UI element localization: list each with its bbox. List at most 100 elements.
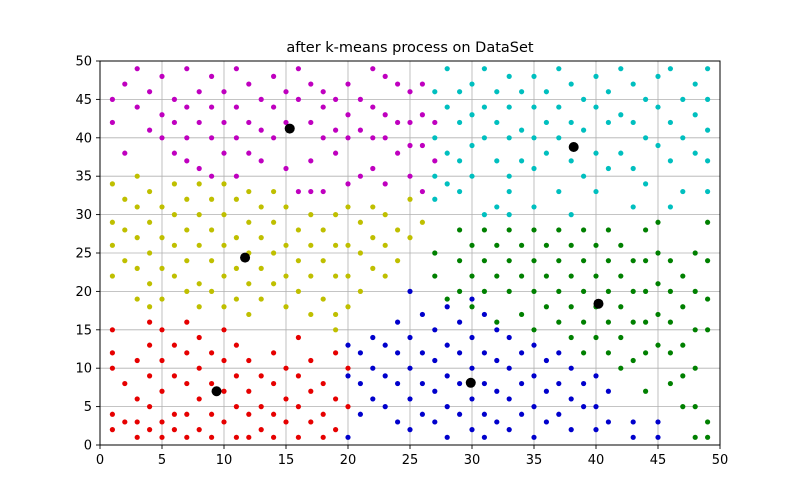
data-point-cluster-blue bbox=[556, 380, 562, 387]
y-axis-ticks: 0 5 10 15 20 25 30 35 40 45 50 bbox=[75, 55, 100, 454]
data-point-cluster-green bbox=[481, 288, 487, 294]
data-point-cluster-cyan bbox=[506, 188, 512, 195]
data-point-cluster-green bbox=[692, 250, 698, 256]
data-point-cluster-green bbox=[469, 242, 475, 248]
data-point-cluster-magenta bbox=[320, 104, 326, 110]
data-point-cluster-blue bbox=[506, 365, 512, 371]
data-point-cluster-blue bbox=[543, 357, 550, 364]
data-point-cluster-cyan bbox=[705, 66, 711, 72]
data-point-cluster-red bbox=[184, 350, 190, 356]
data-point-cluster-blue bbox=[382, 404, 388, 410]
data-point-cluster-green bbox=[692, 404, 698, 410]
data-point-cluster-red bbox=[233, 373, 239, 379]
data-point-cluster-cyan bbox=[680, 188, 686, 195]
data-point-cluster-cyan bbox=[667, 119, 674, 126]
data-point-cluster-yellow bbox=[109, 273, 115, 279]
data-point-cluster-yellow bbox=[109, 219, 115, 225]
data-point-cluster-green bbox=[481, 227, 487, 233]
data-point-cluster-green bbox=[643, 388, 649, 394]
data-point-cluster-yellow bbox=[320, 258, 326, 264]
data-point-cluster-yellow bbox=[308, 273, 314, 279]
data-point-cluster-green bbox=[568, 334, 574, 341]
data-point-cluster-cyan bbox=[593, 73, 599, 79]
data-point-cluster-cyan bbox=[680, 96, 686, 102]
data-point-cluster-red bbox=[233, 434, 239, 440]
data-point-cluster-yellow bbox=[171, 242, 177, 248]
data-point-cluster-yellow bbox=[134, 204, 140, 210]
data-point-cluster-magenta bbox=[233, 104, 239, 110]
data-point-cluster-red bbox=[271, 434, 277, 440]
data-point-cluster-red bbox=[122, 419, 128, 425]
data-point-cluster-cyan bbox=[444, 150, 450, 156]
data-point-cluster-blue bbox=[469, 365, 475, 371]
data-point-cluster-cyan bbox=[481, 135, 487, 141]
data-point-cluster-green bbox=[705, 327, 711, 333]
data-point-cluster-cyan bbox=[469, 81, 475, 87]
data-point-cluster-magenta bbox=[221, 150, 227, 156]
data-point-cluster-magenta bbox=[419, 142, 425, 149]
data-point-cluster-yellow bbox=[308, 242, 314, 248]
data-point-cluster-yellow bbox=[209, 196, 215, 202]
data-point-cluster-magenta bbox=[370, 135, 376, 141]
data-point-cluster-green bbox=[618, 273, 624, 279]
data-point-cluster-green bbox=[581, 288, 587, 294]
data-point-cluster-red bbox=[134, 357, 140, 364]
data-point-cluster-blue bbox=[407, 396, 413, 402]
data-point-cluster-cyan bbox=[568, 158, 574, 164]
data-point-cluster-cyan bbox=[506, 173, 512, 179]
data-point-cluster-magenta bbox=[407, 173, 413, 179]
data-point-cluster-cyan bbox=[494, 158, 500, 164]
data-point-cluster-green bbox=[643, 319, 649, 325]
data-point-cluster-magenta bbox=[308, 81, 314, 87]
data-point-cluster-yellow bbox=[221, 304, 227, 310]
data-point-cluster-cyan bbox=[618, 66, 624, 72]
data-point-cluster-yellow bbox=[159, 204, 165, 210]
data-point-cluster-red bbox=[134, 434, 140, 440]
data-point-cluster-green bbox=[506, 288, 512, 294]
data-point-cluster-yellow bbox=[258, 265, 264, 271]
data-point-cluster-magenta bbox=[333, 127, 339, 133]
data-point-cluster-magenta bbox=[159, 135, 165, 141]
data-point-cluster-magenta bbox=[283, 165, 289, 172]
data-point-cluster-cyan bbox=[432, 196, 438, 202]
data-point-cluster-red bbox=[171, 373, 177, 379]
data-point-cluster-blue bbox=[593, 404, 599, 410]
data-point-cluster-blue bbox=[345, 373, 351, 379]
data-point-cluster-yellow bbox=[271, 188, 277, 195]
data-point-cluster-yellow bbox=[196, 304, 202, 310]
data-point-cluster-yellow bbox=[357, 219, 363, 225]
data-point-cluster-cyan bbox=[556, 135, 562, 141]
data-point-cluster-blue bbox=[494, 327, 500, 333]
data-point-cluster-blue bbox=[519, 350, 525, 356]
data-point-cluster-blue bbox=[630, 419, 636, 425]
data-point-cluster-blue bbox=[556, 350, 562, 356]
data-point-cluster-green bbox=[705, 258, 711, 264]
data-point-cluster-yellow bbox=[357, 288, 363, 294]
data-point-cluster-magenta bbox=[246, 150, 252, 156]
data-point-cluster-cyan bbox=[667, 66, 674, 72]
data-point-cluster-green bbox=[506, 258, 512, 264]
data-point-cluster-green bbox=[680, 273, 686, 279]
data-point-cluster-magenta bbox=[357, 173, 363, 179]
data-point-cluster-green bbox=[494, 242, 500, 248]
data-point-cluster-green bbox=[531, 288, 537, 294]
data-point-cluster-green bbox=[667, 380, 674, 387]
x-tick-label: 30 bbox=[464, 453, 481, 468]
data-point-cluster-red bbox=[109, 365, 115, 371]
data-point-cluster-blue bbox=[432, 419, 438, 425]
data-point-cluster-magenta bbox=[221, 89, 227, 95]
data-point-cluster-blue bbox=[395, 419, 401, 425]
data-point-cluster-cyan bbox=[705, 96, 711, 102]
data-point-cluster-magenta bbox=[159, 112, 165, 118]
data-point-cluster-cyan bbox=[519, 89, 525, 95]
x-tick-label: 45 bbox=[650, 453, 667, 468]
data-point-cluster-yellow bbox=[233, 196, 239, 202]
data-point-cluster-magenta bbox=[320, 135, 326, 141]
data-point-cluster-magenta bbox=[196, 165, 202, 172]
data-point-cluster-blue bbox=[457, 350, 463, 356]
data-point-cluster-magenta bbox=[233, 173, 239, 179]
data-point-cluster-green bbox=[680, 373, 686, 379]
y-tick-label: 45 bbox=[75, 93, 92, 108]
data-point-cluster-magenta bbox=[184, 104, 190, 110]
data-point-cluster-green bbox=[568, 242, 574, 248]
